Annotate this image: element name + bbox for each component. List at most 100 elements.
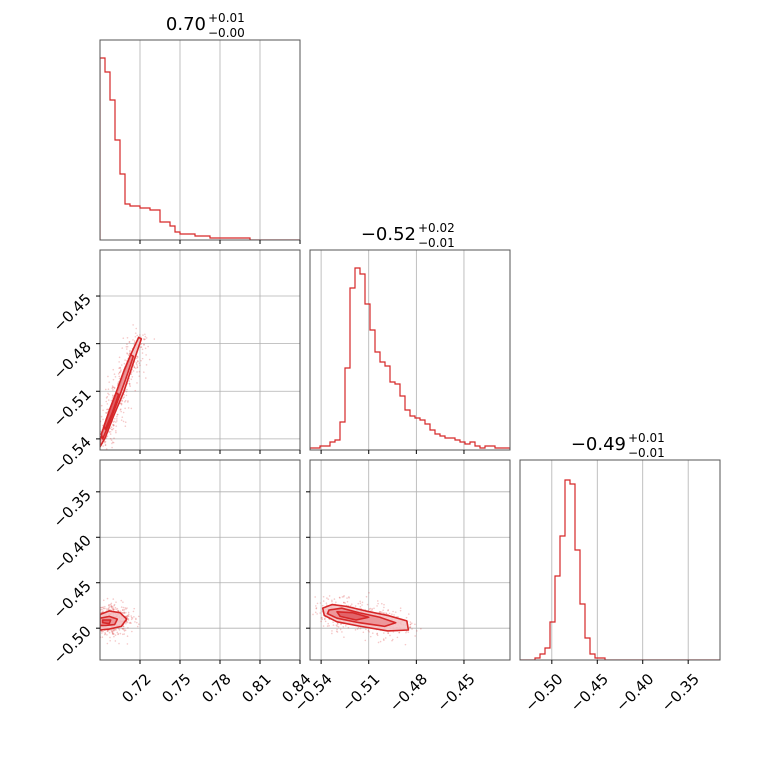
- scatter-point: [124, 607, 127, 609]
- scatter-point: [95, 618, 97, 620]
- scatter-point: [106, 408, 108, 411]
- scatter-point: [399, 609, 402, 612]
- scatter-point: [112, 629, 114, 632]
- scatter-point: [325, 602, 328, 604]
- scatter-point: [404, 643, 407, 646]
- scatter-point: [120, 606, 123, 608]
- scatter-point: [316, 602, 319, 605]
- scatter-point: [104, 633, 107, 635]
- scatter-point: [118, 642, 120, 645]
- scatter-point: [97, 617, 99, 619]
- scatter-point: [113, 629, 115, 632]
- panel-content: [94, 460, 300, 660]
- scatter-point: [315, 605, 317, 607]
- scatter-point: [145, 364, 148, 366]
- x-tick-label: −0.50: [521, 670, 566, 715]
- scatter-point: [333, 598, 336, 600]
- scatter-point: [122, 625, 125, 628]
- scatter-point: [134, 332, 137, 334]
- scatter-point: [113, 603, 116, 606]
- scatter-point: [347, 626, 350, 629]
- scatter-point: [142, 334, 144, 336]
- scatter-point: [357, 602, 360, 605]
- scatter-point: [382, 612, 385, 614]
- scatter-point: [123, 612, 126, 614]
- scatter-point: [409, 621, 412, 623]
- scatter-point: [321, 604, 324, 607]
- scatter-point: [338, 596, 341, 599]
- scatter-point: [379, 611, 381, 613]
- scatter-point: [105, 412, 108, 414]
- hist-panel-2: [309, 249, 511, 454]
- scatter-point: [144, 335, 147, 338]
- scatter-point: [117, 627, 120, 630]
- x-tick-label: 0.81: [238, 670, 274, 706]
- scatter-point: [119, 371, 121, 374]
- scatter-point: [319, 602, 322, 604]
- scatter-point: [383, 612, 386, 614]
- scatter-point: [359, 605, 362, 608]
- scatter-point: [337, 625, 340, 628]
- scatter-point: [96, 619, 98, 621]
- scatter-point: [108, 607, 110, 609]
- scatter-point: [138, 370, 141, 373]
- scatter-point: [116, 413, 119, 416]
- scatter-point: [106, 642, 109, 645]
- scatter-point: [125, 622, 127, 625]
- scatter-point: [336, 622, 339, 625]
- scatter-point: [131, 617, 134, 619]
- scatter-point: [109, 430, 112, 433]
- scatter-point: [115, 425, 118, 427]
- scatter-point: [126, 621, 129, 624]
- title-plus: +0.02: [418, 221, 455, 235]
- scatter-point: [416, 630, 418, 632]
- contour-level-3: [336, 611, 370, 621]
- scatter-point: [126, 345, 129, 348]
- scatter-point: [326, 597, 328, 599]
- scatter-point: [126, 388, 128, 391]
- scatter-point: [94, 624, 96, 626]
- scatter-point: [130, 378, 133, 381]
- scatter-point: [126, 352, 128, 354]
- scatter-point: [136, 382, 138, 384]
- scatter-point: [312, 613, 314, 616]
- scatter-point: [381, 611, 383, 613]
- hist-panel-1: [99, 39, 301, 244]
- scatter-point: [119, 632, 122, 635]
- scatter-point: [341, 596, 344, 598]
- scatter-point: [108, 393, 110, 396]
- scatter-point: [132, 324, 134, 326]
- scatter-point: [121, 400, 124, 402]
- scatter-point: [332, 624, 335, 626]
- scatter-point: [126, 615, 129, 617]
- scatter-point: [321, 617, 323, 619]
- scatter-point: [137, 615, 140, 618]
- scatter-point: [394, 611, 397, 613]
- title-minus: −0.01: [628, 446, 665, 460]
- scatter-point: [118, 361, 120, 363]
- scatter-point: [123, 629, 125, 631]
- scatter-point: [107, 375, 109, 378]
- scatter-point: [105, 607, 107, 610]
- scatter-point: [389, 634, 391, 637]
- panel-frame: [99, 39, 301, 241]
- scatter-point: [119, 370, 122, 373]
- scatter-point: [100, 611, 103, 614]
- scatter-point: [112, 386, 115, 389]
- scatter-point: [322, 595, 325, 598]
- scatter-point: [104, 444, 107, 446]
- scatter-point: [106, 456, 108, 458]
- panel-content: [310, 460, 510, 660]
- title-minus: −0.01: [418, 236, 455, 250]
- scatter-point: [106, 634, 108, 636]
- scatter-point: [111, 630, 114, 632]
- scatter-point: [141, 357, 144, 360]
- scatter-point: [104, 633, 106, 636]
- scatter-point: [133, 366, 136, 369]
- scatter-point: [364, 639, 367, 642]
- scatter-point: [411, 628, 413, 630]
- scatter-point: [115, 629, 117, 631]
- scatter-point: [391, 639, 393, 642]
- scatter-point: [376, 634, 379, 637]
- scatter-point: [127, 613, 130, 616]
